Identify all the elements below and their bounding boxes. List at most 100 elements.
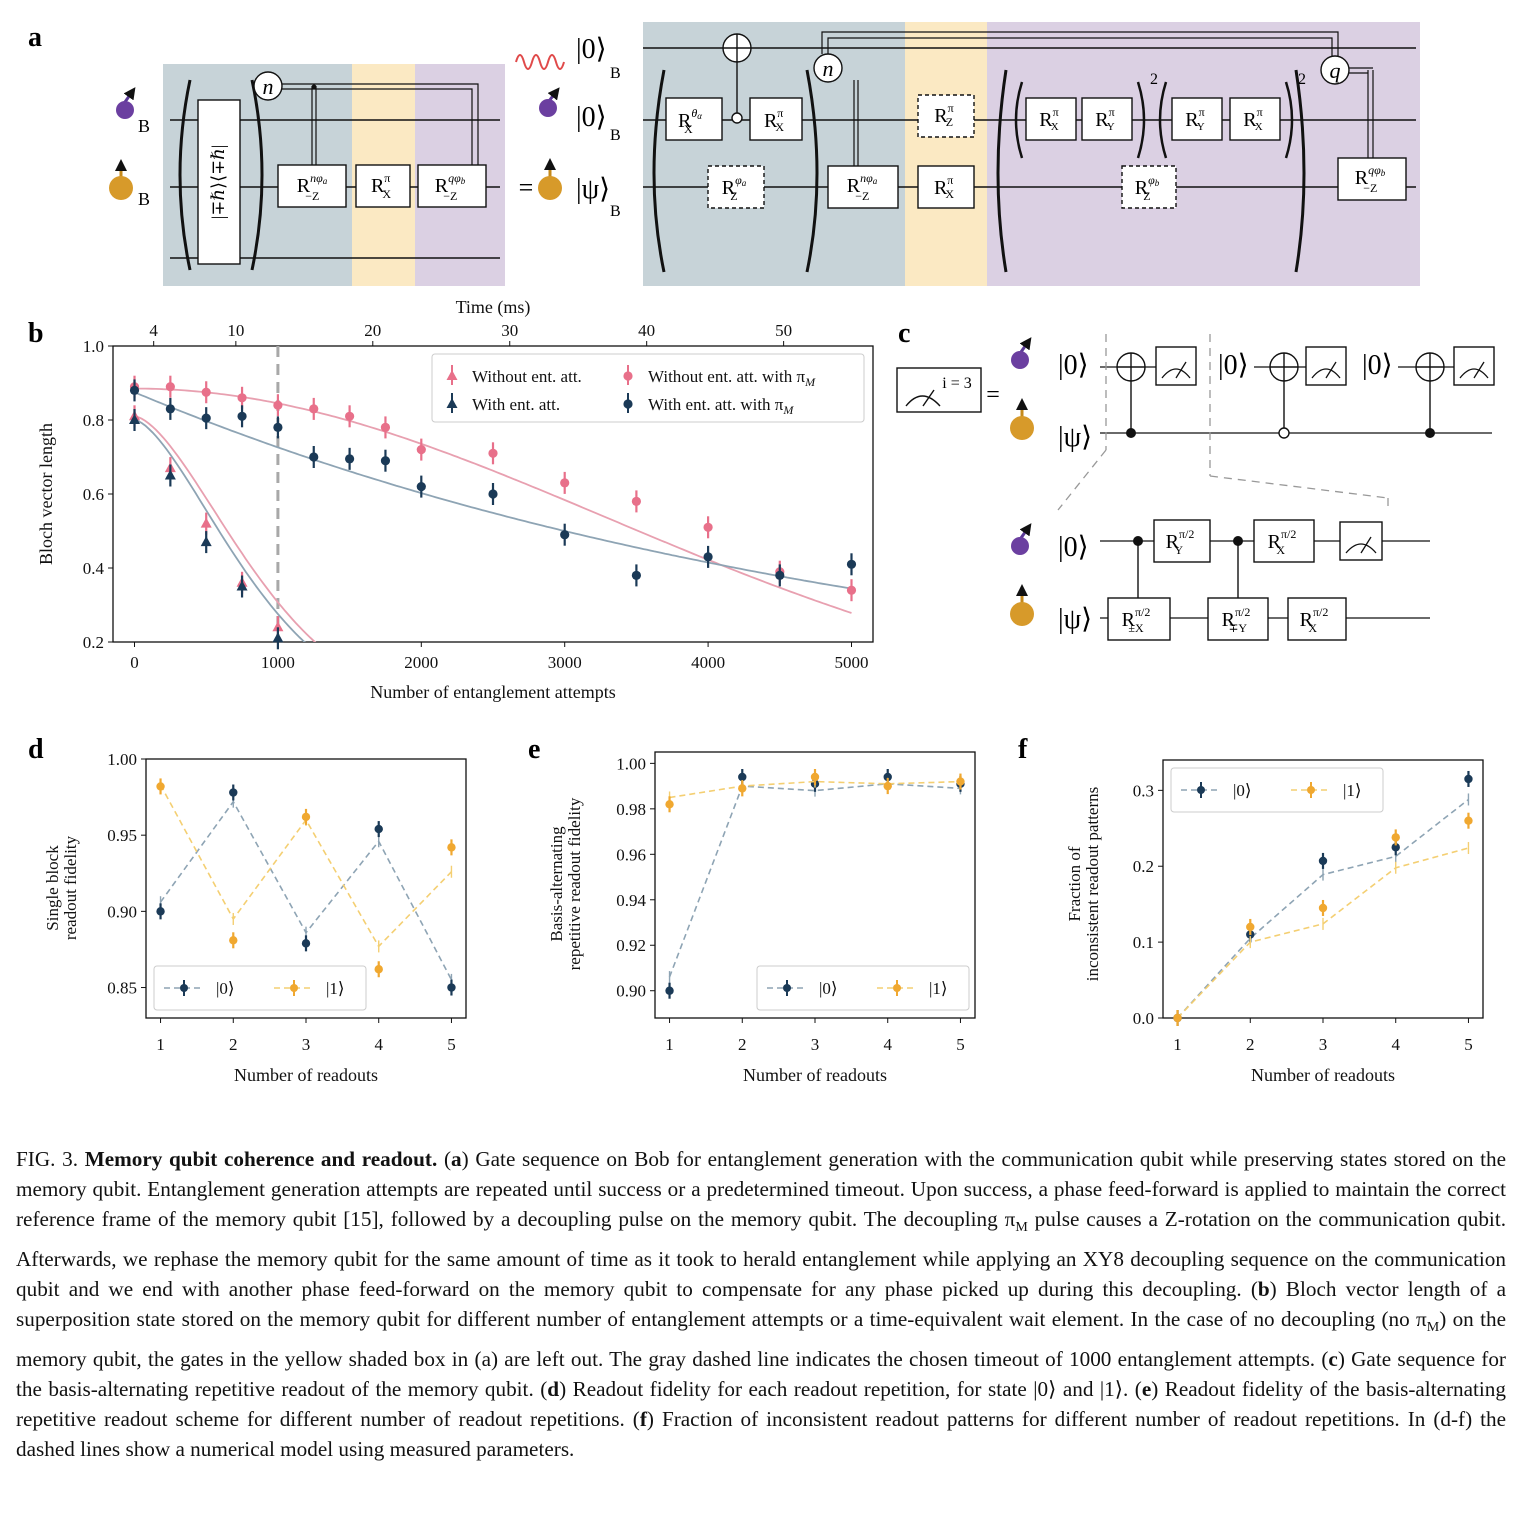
top-tick-label: 40 bbox=[638, 321, 655, 340]
y-tick-label: 0.90 bbox=[616, 982, 646, 1001]
data-point bbox=[374, 965, 383, 974]
data-point bbox=[883, 781, 892, 791]
panel-letter-e: e bbox=[528, 734, 540, 765]
n-label-right: n bbox=[823, 56, 834, 81]
y-tick-label: 0.2 bbox=[83, 633, 104, 652]
data-point bbox=[1464, 816, 1473, 825]
legend-label: |0⟩ bbox=[819, 979, 838, 998]
caption-t0: ( bbox=[437, 1147, 452, 1171]
ket-psi-c-detail: |ψ⟩ bbox=[1058, 604, 1092, 635]
caption-ref-d: d bbox=[547, 1376, 560, 1401]
data-point bbox=[156, 907, 165, 916]
y-tick-label: 0.8 bbox=[83, 411, 104, 430]
data-point bbox=[703, 552, 713, 562]
gate-rz-pi-dashed: Rπ Z bbox=[934, 101, 953, 129]
legend-label: With ent. att. bbox=[472, 395, 560, 414]
caption-t8: ) on the memory qubit, the gates in the … bbox=[16, 1307, 1506, 1371]
x-tick-label: 1 bbox=[156, 1035, 165, 1054]
data-point bbox=[201, 413, 211, 423]
x-axis-label: Number of entanglement attempts bbox=[370, 682, 615, 702]
data-point bbox=[703, 522, 713, 532]
legend-marker bbox=[446, 370, 458, 380]
communication-qubit-icon-c2 bbox=[1010, 584, 1034, 626]
y-tick-label: 0.2 bbox=[1133, 857, 1154, 876]
top-axis-label: Time (ms) bbox=[456, 297, 531, 318]
projector-label: |∓ℏ⟩⟨∓ℏ| bbox=[208, 145, 228, 220]
legend: Without ent. att. With ent. att. Without e… bbox=[431, 353, 865, 423]
gate-rx-pi-yellow: Rπ X bbox=[934, 173, 954, 201]
caption-title: Memory qubit coherence and readout. bbox=[84, 1147, 438, 1171]
data-point bbox=[200, 517, 212, 528]
model-line bbox=[159, 800, 453, 981]
data-point bbox=[631, 496, 641, 506]
caption-t4: pulse causes a Z-rotation on the communi… bbox=[16, 1207, 1507, 1302]
gate-xy8-ry-1: Rπ Y bbox=[1095, 105, 1114, 133]
legend-marker bbox=[180, 984, 188, 992]
data-point bbox=[272, 621, 284, 632]
legend-label: Without ent. att. bbox=[472, 367, 582, 386]
y-axis-label-line1: Basis-alternating bbox=[547, 826, 566, 942]
top-tick-label: 50 bbox=[775, 321, 792, 340]
data-point bbox=[810, 772, 820, 782]
panel-letter-f: f bbox=[1018, 734, 1028, 765]
panel-letter-d: d bbox=[28, 734, 44, 765]
y-tick-label: 1.00 bbox=[107, 750, 137, 769]
y-axis-label-line1: Single block bbox=[43, 845, 62, 931]
x-tick-label: 1000 bbox=[261, 653, 295, 672]
y-axis-label-line1: Fraction of bbox=[1065, 846, 1084, 921]
y-tick-label: 0.95 bbox=[107, 826, 137, 845]
data-point bbox=[416, 482, 426, 492]
data-point bbox=[200, 536, 212, 547]
legend-marker bbox=[623, 399, 633, 409]
caption-ref-b: b bbox=[1257, 1277, 1270, 1302]
communication-qubit-icon bbox=[109, 159, 133, 200]
caption-t10: ) Gate sequence for the basis-alternatin… bbox=[16, 1346, 1506, 1401]
data-point bbox=[1246, 922, 1255, 932]
y-tick-label: 0.1 bbox=[1133, 933, 1154, 952]
data-point bbox=[273, 422, 283, 432]
panel-letter-b: b bbox=[28, 318, 44, 349]
equals-sign-c: = bbox=[986, 382, 1000, 408]
x-tick-label: 2000 bbox=[404, 653, 438, 672]
legend: |0⟩ |1⟩ bbox=[1170, 767, 1384, 813]
memory-qubit-icon-c bbox=[1011, 337, 1032, 369]
legend-box bbox=[1170, 767, 1384, 813]
x-tick-label: 5 bbox=[1464, 1035, 1473, 1054]
data-point bbox=[1464, 774, 1473, 784]
legend-marker bbox=[446, 398, 458, 408]
data-point bbox=[229, 788, 238, 797]
data-point bbox=[165, 382, 175, 392]
equals-sign-a: = bbox=[519, 173, 534, 202]
qubit-label-b-1: B bbox=[138, 116, 150, 136]
top-tick-label: 10 bbox=[227, 321, 244, 340]
legend-marker bbox=[1307, 786, 1315, 794]
legend-marker bbox=[893, 984, 901, 992]
data-point bbox=[309, 404, 319, 414]
x-tick-label: 3 bbox=[1319, 1035, 1328, 1054]
x-tick-label: 3000 bbox=[548, 653, 582, 672]
x-tick-label: 4 bbox=[883, 1035, 892, 1054]
y-tick-label: 0.94 bbox=[616, 891, 646, 910]
data-point bbox=[738, 772, 747, 782]
data-point bbox=[665, 800, 674, 809]
model-line bbox=[668, 782, 961, 978]
y-tick-label: 0.85 bbox=[107, 979, 137, 998]
x-tick-label: 1 bbox=[665, 1035, 674, 1054]
fit-line-3 bbox=[134, 419, 306, 642]
top-tick-label: 4 bbox=[149, 321, 158, 340]
data-point bbox=[129, 414, 141, 424]
gate-rx-pi-1: Rπ X bbox=[764, 106, 784, 134]
legend: |0⟩ |1⟩ bbox=[756, 965, 970, 1011]
data-point bbox=[374, 824, 383, 834]
gate-rx-pi-left: Rπ X bbox=[371, 171, 391, 201]
data-point bbox=[345, 411, 355, 421]
caption-t2: ) Gate sequence on Bob for entanglement … bbox=[16, 1147, 1507, 1232]
caption-ref-e: e bbox=[1141, 1376, 1152, 1401]
model-line bbox=[669, 780, 961, 799]
y-axis-label-line2: readout fidelity bbox=[61, 835, 80, 940]
legend-marker bbox=[290, 984, 298, 992]
qubit-label-b-2: B bbox=[138, 189, 150, 209]
gate-xy8-rx-1: Rπ X bbox=[1039, 105, 1058, 133]
panel-a-circuit: B B |∓ℏ⟩⟨∓ℏ| n Rnφa −Z Rπ X Rqφb −Z = |0⟩ bbox=[109, 22, 1420, 286]
x-axis-label: Number of readouts bbox=[234, 1065, 378, 1085]
